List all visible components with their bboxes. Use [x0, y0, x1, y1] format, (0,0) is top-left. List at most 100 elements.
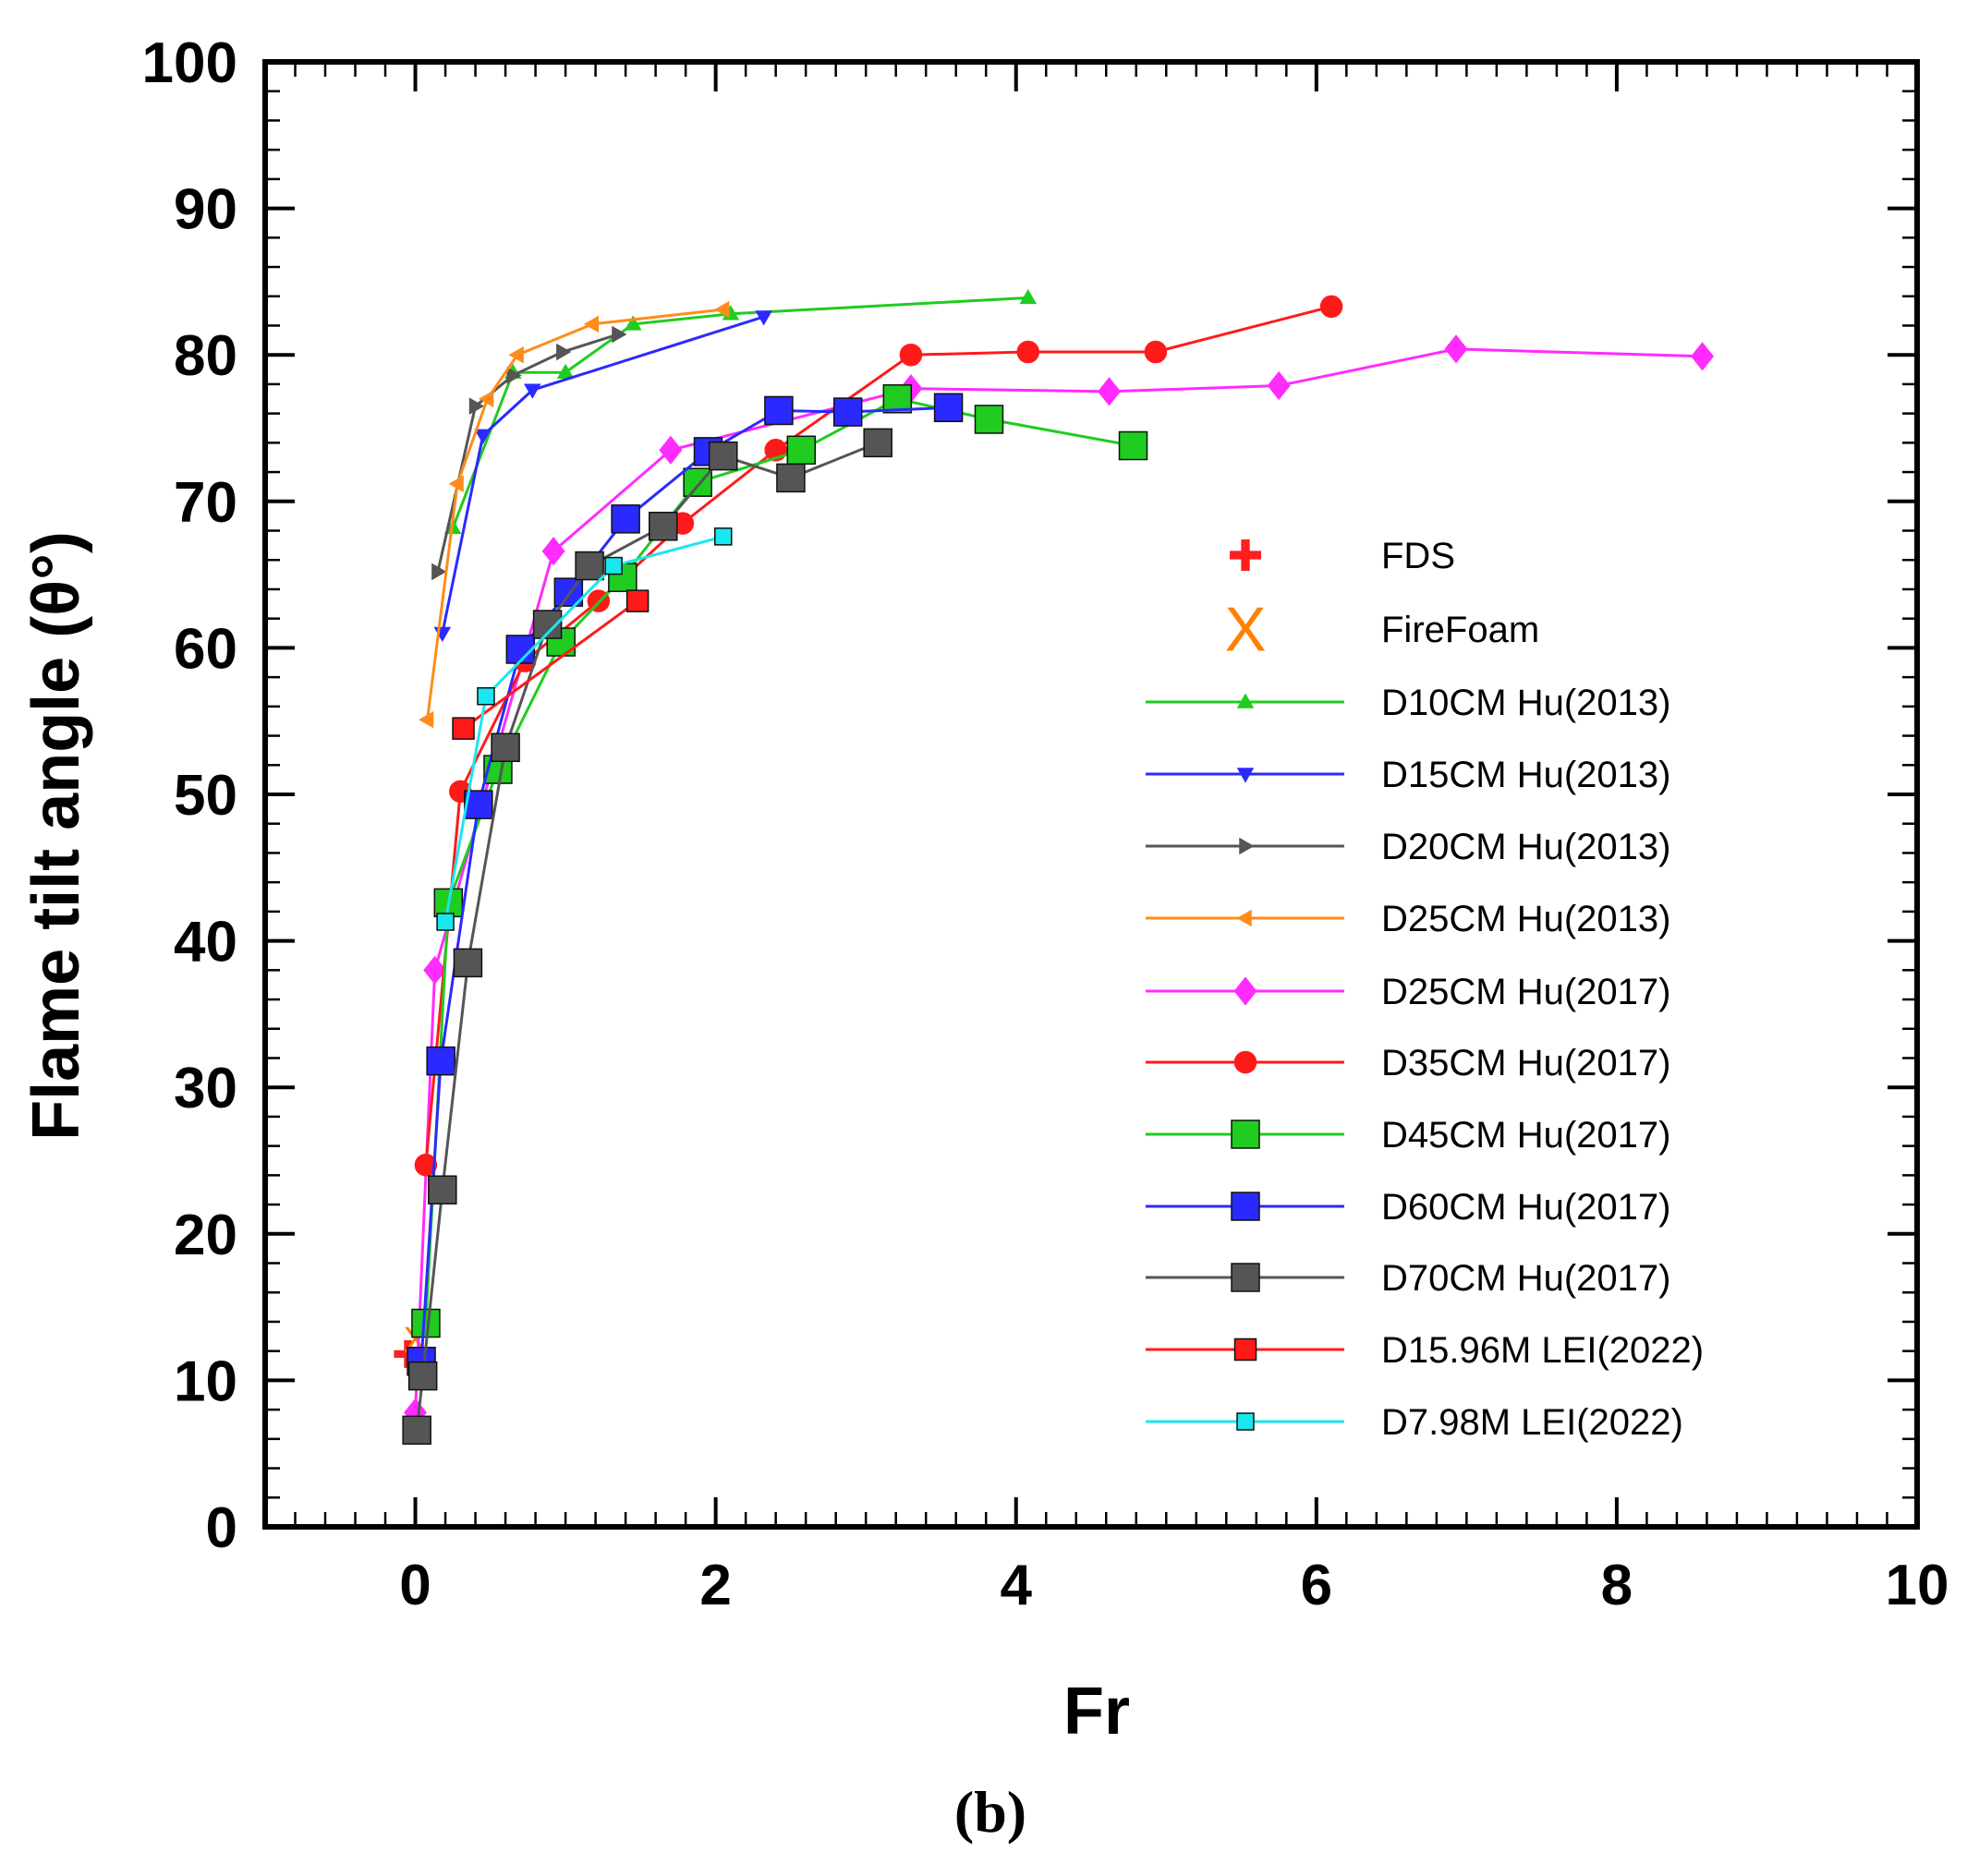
- legend-marker: [1233, 1050, 1257, 1074]
- data-point: [648, 512, 678, 541]
- data-point: [468, 397, 485, 416]
- legend-entry: D10CM Hu(2013): [1146, 683, 1670, 723]
- y-tick-label: 50: [174, 764, 237, 828]
- data-point: [1691, 342, 1715, 371]
- data-point: [611, 504, 640, 534]
- legend-marker: [1236, 909, 1252, 927]
- data-point: [612, 325, 627, 344]
- data-point: [786, 435, 817, 466]
- data-series: XX: [394, 288, 1715, 1446]
- x-tick-label: 2: [699, 1554, 731, 1617]
- data-point: [899, 343, 923, 367]
- legend-label: D7.98M LEI(2022): [1381, 1402, 1683, 1443]
- data-point: [407, 1361, 438, 1391]
- data-point: [709, 441, 738, 471]
- legend-label: D25CM Hu(2013): [1381, 899, 1670, 939]
- data-point: [714, 527, 733, 546]
- data-point: [524, 383, 541, 399]
- y-axis-title: Flame tilt angle (θ°): [19, 531, 93, 1141]
- data-point: [1098, 377, 1121, 406]
- legend-entry: D15.96M LEI(2022): [1146, 1330, 1704, 1371]
- data-point: [556, 363, 575, 379]
- y-tick-label: 20: [174, 1204, 237, 1267]
- data-point: [423, 955, 447, 985]
- data-point: [583, 315, 600, 333]
- data-point: [532, 610, 563, 639]
- data-point: [1144, 340, 1168, 364]
- data-point: [479, 390, 494, 408]
- data-point: [974, 405, 1004, 434]
- data-point: [604, 556, 623, 575]
- legend-label: D20CM Hu(2013): [1381, 827, 1670, 867]
- series-d35cm-hu-2017-: [414, 295, 1343, 1177]
- series-line: [443, 535, 724, 923]
- series-line: [462, 599, 638, 730]
- legend-entry: D45CM Hu(2017): [1146, 1115, 1670, 1156]
- legend-label: D15CM Hu(2013): [1381, 755, 1670, 795]
- data-point: [1267, 370, 1291, 401]
- legend-entry: D25CM Hu(2017): [1146, 972, 1670, 1012]
- data-point: [1016, 340, 1039, 364]
- data-point: [448, 475, 464, 493]
- legend-label: FDS: [1381, 536, 1455, 576]
- series-d20cm-hu-2013-: [431, 325, 627, 581]
- data-point: [755, 310, 772, 326]
- data-point: [452, 717, 475, 740]
- y-tick-label: 40: [174, 911, 237, 974]
- legend-marker: [1236, 1412, 1255, 1431]
- x-axis-title: Fr: [1063, 1675, 1130, 1749]
- legend-marker: [1230, 539, 1261, 571]
- data-point: [453, 948, 483, 978]
- data-point: [426, 1046, 455, 1076]
- legend-marker: [1231, 1120, 1260, 1149]
- x-tick-label: 10: [1886, 1554, 1949, 1617]
- data-point: [556, 343, 572, 361]
- data-point: [414, 1154, 438, 1177]
- legend-marker: [1231, 1192, 1260, 1221]
- data-point: [575, 551, 604, 581]
- data-point: [402, 1415, 431, 1446]
- series-d70cm-hu-2017-: [402, 428, 892, 1446]
- legend-marker: [1233, 1337, 1257, 1362]
- legend-entry: D25CM Hu(2013): [1146, 899, 1670, 939]
- legend-entry: D35CM Hu(2017): [1146, 1043, 1670, 1083]
- legend-label: FireFoam: [1381, 610, 1539, 650]
- data-point: [411, 1308, 441, 1338]
- legend-label: D15.96M LEI(2022): [1381, 1330, 1704, 1371]
- legend-label: D45CM Hu(2017): [1381, 1115, 1670, 1156]
- series-line: [451, 296, 1028, 528]
- legend-marker: [1233, 976, 1257, 1006]
- legend-label: D60CM Hu(2017): [1381, 1187, 1670, 1228]
- series-line: [441, 315, 765, 634]
- data-point: [505, 635, 536, 664]
- y-tick-label: 10: [174, 1350, 237, 1413]
- data-point: [431, 563, 447, 581]
- data-point: [428, 1175, 457, 1204]
- series-line: [419, 405, 949, 1362]
- series-d60cm-hu-2017-: [407, 393, 964, 1376]
- data-point: [1444, 334, 1468, 364]
- legend-entry: D70CM Hu(2017): [1146, 1258, 1670, 1299]
- data-point: [625, 589, 650, 612]
- legend-label: D70CM Hu(2017): [1381, 1258, 1670, 1299]
- data-point: [474, 429, 492, 444]
- data-point: [541, 537, 565, 566]
- legend-marker: [1236, 693, 1255, 708]
- legend-entry: D7.98M LEI(2022): [1146, 1402, 1683, 1443]
- series-line: [424, 305, 1332, 1166]
- data-point: [1019, 288, 1038, 305]
- data-point: [508, 345, 524, 364]
- x-tick-label: 6: [1301, 1554, 1332, 1617]
- legend-entry: X FireFoam: [1224, 595, 1539, 664]
- data-point: [764, 395, 794, 426]
- data-point: [714, 300, 730, 319]
- data-point: [659, 435, 683, 465]
- x-tick-label: 0: [399, 1554, 431, 1617]
- legend-marker: [1236, 768, 1255, 783]
- series-d7-98m-lei-2022-: [436, 527, 733, 931]
- legend-entry: D20CM Hu(2013): [1146, 827, 1670, 867]
- legend-entry: D60CM Hu(2017): [1146, 1187, 1670, 1228]
- y-tick-label: 100: [142, 31, 237, 95]
- figure-caption: (b): [954, 1779, 1026, 1845]
